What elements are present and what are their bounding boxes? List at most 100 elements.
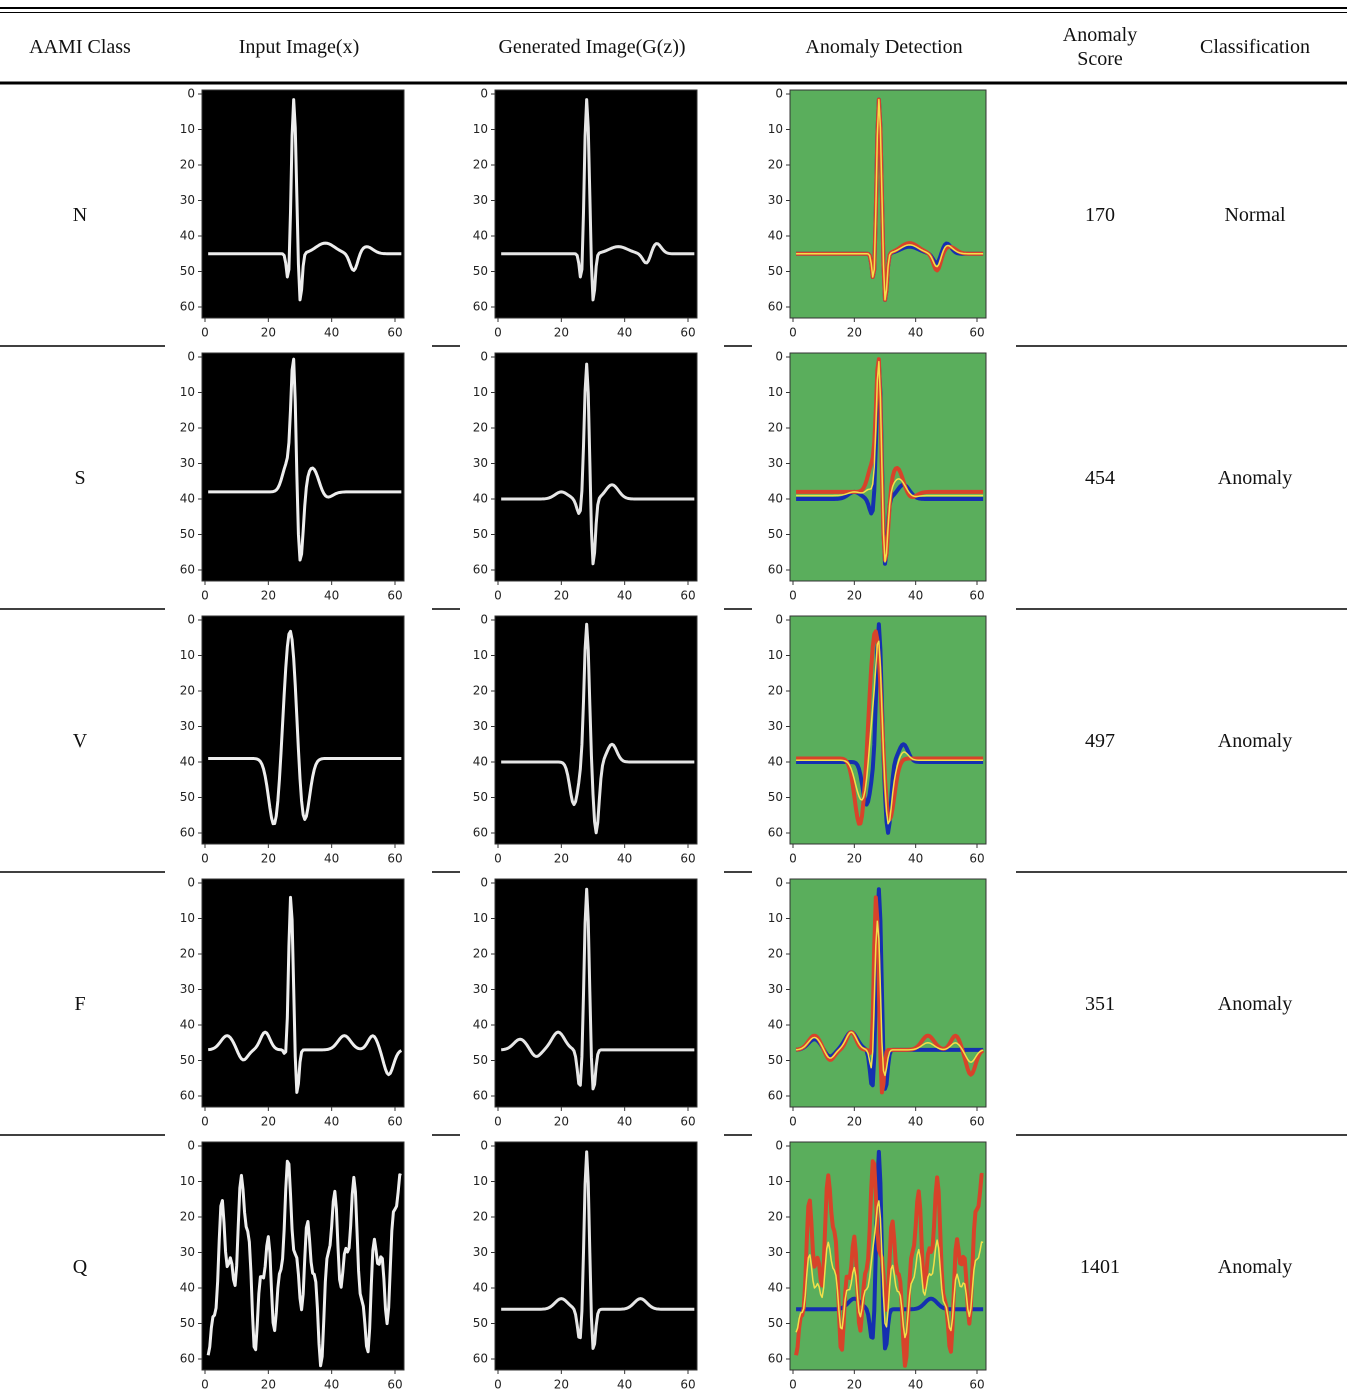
x-tick-label: 60 <box>969 1115 984 1129</box>
y-tick-label: 0 <box>480 1139 488 1153</box>
y-tick-label: 20 <box>473 684 488 698</box>
y-tick-label: 20 <box>180 1210 195 1224</box>
x-tick-label: 60 <box>680 1115 695 1129</box>
header-cell: AAMI Class <box>29 35 131 59</box>
y-tick-label: 30 <box>768 193 783 207</box>
y-tick-label: 30 <box>473 456 488 470</box>
x-tick-label: 60 <box>680 1378 695 1392</box>
y-tick-label: 10 <box>473 385 488 399</box>
y-tick-label: 50 <box>768 1316 783 1330</box>
y-tick-label: 40 <box>768 755 783 769</box>
y-tick-label: 0 <box>187 87 195 101</box>
x-tick-label: 20 <box>554 326 569 340</box>
y-tick-label: 30 <box>180 719 195 733</box>
x-tick-label: 0 <box>789 589 797 603</box>
y-tick-label: 30 <box>768 456 783 470</box>
x-tick-label: 0 <box>494 852 502 866</box>
y-tick-label: 30 <box>180 982 195 996</box>
image-panel <box>495 616 697 844</box>
y-tick-label: 0 <box>187 350 195 364</box>
x-tick-label: 0 <box>201 1378 209 1392</box>
header-cell: Anomaly Score <box>1055 23 1145 71</box>
header-cell: Anomaly Detection <box>805 35 962 59</box>
x-tick-label: 60 <box>387 1115 402 1129</box>
table-cell: 170 <box>1085 203 1115 227</box>
x-tick-label: 40 <box>617 326 632 340</box>
x-tick-label: 0 <box>789 326 797 340</box>
x-tick-label: 20 <box>261 852 276 866</box>
x-tick-label: 0 <box>494 326 502 340</box>
y-tick-label: 0 <box>775 613 783 627</box>
x-tick-label: 40 <box>324 326 339 340</box>
x-tick-label: 20 <box>847 1378 862 1392</box>
y-tick-label: 0 <box>480 87 488 101</box>
y-tick-label: 10 <box>768 648 783 662</box>
y-tick-label: 0 <box>187 613 195 627</box>
y-tick-label: 0 <box>480 876 488 890</box>
x-tick-label: 40 <box>617 852 632 866</box>
y-tick-label: 60 <box>473 563 488 577</box>
x-tick-label: 40 <box>324 1378 339 1392</box>
y-tick-label: 40 <box>180 1281 195 1295</box>
y-tick-label: 10 <box>473 122 488 136</box>
x-tick-label: 20 <box>847 852 862 866</box>
y-tick-label: 0 <box>187 876 195 890</box>
y-tick-label: 60 <box>768 826 783 840</box>
y-tick-label: 60 <box>180 826 195 840</box>
y-tick-label: 20 <box>180 684 195 698</box>
y-tick-label: 10 <box>768 911 783 925</box>
x-tick-label: 0 <box>201 852 209 866</box>
x-tick-label: 60 <box>969 1378 984 1392</box>
y-tick-label: 60 <box>473 1089 488 1103</box>
x-tick-label: 60 <box>387 589 402 603</box>
y-tick-label: 40 <box>180 1018 195 1032</box>
y-tick-label: 20 <box>180 421 195 435</box>
y-tick-label: 20 <box>473 421 488 435</box>
y-tick-label: 50 <box>473 264 488 278</box>
y-tick-label: 20 <box>180 158 195 172</box>
y-tick-label: 50 <box>768 264 783 278</box>
y-tick-label: 30 <box>473 1245 488 1259</box>
x-tick-label: 40 <box>908 589 923 603</box>
y-tick-label: 60 <box>768 300 783 314</box>
x-tick-label: 60 <box>680 852 695 866</box>
y-tick-label: 20 <box>768 1210 783 1224</box>
y-tick-label: 40 <box>768 492 783 506</box>
x-tick-label: 60 <box>387 852 402 866</box>
y-tick-label: 30 <box>180 456 195 470</box>
y-tick-label: 60 <box>473 1352 488 1366</box>
x-tick-label: 0 <box>789 852 797 866</box>
y-tick-label: 30 <box>180 1245 195 1259</box>
y-tick-label: 40 <box>473 755 488 769</box>
x-tick-label: 0 <box>789 1115 797 1129</box>
y-tick-label: 50 <box>768 790 783 804</box>
table-cell: 454 <box>1085 466 1115 490</box>
y-tick-label: 60 <box>180 1352 195 1366</box>
y-tick-label: 50 <box>180 1053 195 1067</box>
y-tick-label: 60 <box>180 300 195 314</box>
y-tick-label: 50 <box>768 1053 783 1067</box>
y-tick-label: 0 <box>775 1139 783 1153</box>
table-cell: 1401 <box>1080 1255 1120 1279</box>
x-tick-label: 0 <box>494 1378 502 1392</box>
y-tick-label: 30 <box>180 193 195 207</box>
x-tick-label: 20 <box>554 1378 569 1392</box>
x-tick-label: 0 <box>201 589 209 603</box>
y-tick-label: 10 <box>473 911 488 925</box>
table-cell: F <box>74 992 85 1016</box>
header-cell: Input Image(x) <box>239 35 360 59</box>
y-tick-label: 40 <box>180 755 195 769</box>
y-tick-label: 0 <box>775 350 783 364</box>
y-tick-label: 30 <box>768 982 783 996</box>
y-tick-label: 40 <box>180 492 195 506</box>
image-panel <box>202 879 404 1107</box>
x-tick-label: 40 <box>908 326 923 340</box>
y-tick-label: 0 <box>187 1139 195 1153</box>
y-tick-label: 60 <box>473 300 488 314</box>
y-tick-label: 60 <box>768 563 783 577</box>
y-tick-label: 20 <box>768 947 783 961</box>
x-tick-label: 40 <box>324 1115 339 1129</box>
table-cell: Anomaly <box>1218 729 1292 753</box>
y-tick-label: 60 <box>180 1089 195 1103</box>
x-tick-label: 60 <box>969 589 984 603</box>
